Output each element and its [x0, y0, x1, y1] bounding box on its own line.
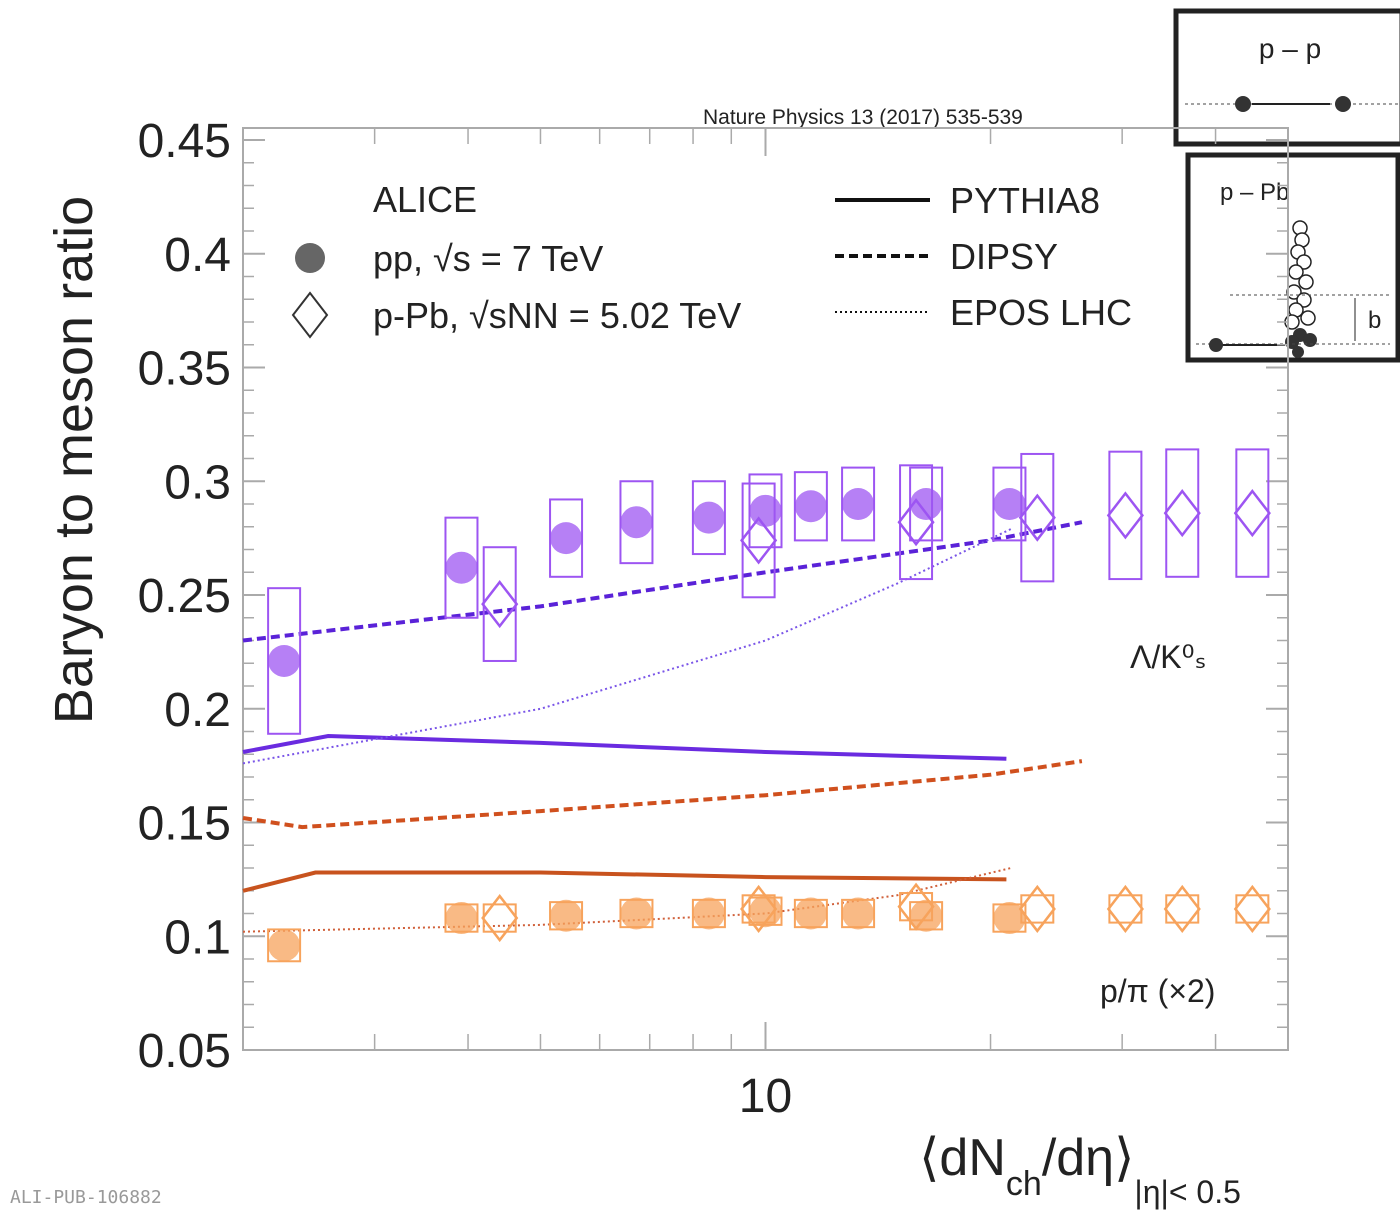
x-title-part: ⟨dN — [919, 1129, 1006, 1187]
data-point — [268, 644, 301, 677]
data-point — [910, 488, 943, 520]
x-tick-label: 10 — [739, 1070, 792, 1123]
data-point — [620, 897, 653, 930]
data-point — [1018, 493, 1056, 542]
legend-label: p-Pb, √sNN = 5.02 TeV — [373, 295, 741, 336]
y-tick-label: 0.4 — [164, 229, 231, 282]
y-tick-label: 0.3 — [164, 456, 231, 509]
data-point — [897, 498, 935, 547]
data-point — [1233, 884, 1271, 933]
data-point — [1163, 884, 1201, 933]
y-tick-label: 0.45 — [138, 115, 231, 168]
data-point — [993, 902, 1026, 935]
annotation: Λ/K⁰ₛ — [1130, 639, 1206, 675]
data-point — [740, 516, 778, 565]
y-tick-label: 0.35 — [138, 343, 231, 396]
inset-proton — [1235, 96, 1251, 112]
inset-proton — [1209, 338, 1223, 352]
data-point — [1106, 491, 1144, 540]
data-point — [1163, 489, 1201, 538]
data-point — [749, 895, 782, 928]
y-tick-label: 0.15 — [138, 798, 231, 851]
data-point — [445, 902, 478, 935]
source-note: Nature Physics 13 (2017) 535-539 — [703, 106, 1023, 129]
data-point — [481, 580, 519, 629]
data-point — [445, 551, 478, 584]
sys-error-box — [1165, 894, 1200, 924]
data-point — [550, 899, 583, 932]
sys-error-box — [1108, 450, 1143, 581]
x-title-part: |η|< 0.5 — [1134, 1174, 1240, 1210]
data-point — [794, 897, 827, 930]
data-point — [1106, 884, 1144, 933]
legend-label: pp, √s = 7 TeV — [373, 238, 603, 279]
legend-label: DIPSY — [950, 236, 1058, 277]
sys-error-box — [1235, 894, 1270, 924]
y-axis-title: Baryon to meson ratio — [44, 196, 104, 724]
annotation: p/π (×2) — [1100, 973, 1215, 1009]
x-title-part: ch — [1006, 1165, 1042, 1203]
footer: ALI-PUB-106882 — [10, 1187, 162, 1208]
x-axis-title: ⟨dNch/dη⟩|η|< 0.5 — [919, 1129, 1241, 1210]
legend-label: EPOS LHC — [950, 292, 1132, 333]
legend-title: ALICE — [373, 179, 477, 220]
y-tick-label: 0.2 — [164, 684, 231, 737]
model-line — [242, 759, 1083, 830]
data-point — [842, 488, 875, 520]
model-line — [242, 870, 1007, 893]
data-point — [897, 882, 935, 931]
model-line — [242, 520, 1083, 643]
inset-label: p – Pb — [1220, 179, 1289, 206]
sys-error-box — [482, 903, 517, 933]
legend-swatch — [295, 243, 325, 273]
legend-label: PYTHIA8 — [950, 180, 1100, 221]
data-point — [481, 894, 519, 943]
model-line — [242, 528, 1012, 765]
sys-error-box — [1108, 894, 1143, 924]
inset-proton — [1335, 96, 1351, 112]
data-point — [993, 488, 1026, 520]
data-point — [550, 522, 583, 555]
data-point — [620, 506, 653, 539]
sys-error-box — [899, 464, 934, 581]
x-title-part: /dη⟩ — [1042, 1129, 1135, 1187]
data-point — [268, 929, 301, 962]
y-tick-label: 0.05 — [138, 1025, 231, 1078]
sys-error-box — [1165, 448, 1200, 578]
data-point — [692, 501, 725, 534]
data-point — [1018, 884, 1056, 933]
y-tick-label: 0.1 — [164, 911, 231, 964]
inset-label: b — [1368, 307, 1381, 334]
sys-error-box — [482, 546, 517, 662]
data-point — [692, 897, 725, 930]
data-point — [794, 490, 827, 523]
data-point — [740, 884, 778, 933]
sys-error-box — [1235, 448, 1270, 578]
data-point — [842, 897, 875, 930]
y-tick-label: 0.25 — [138, 570, 231, 623]
legend-swatch — [291, 291, 329, 339]
model-line — [242, 733, 1007, 761]
data-point — [1233, 489, 1271, 538]
inset-frame — [1173, 8, 1400, 147]
inset-label: p – p — [1259, 33, 1321, 64]
